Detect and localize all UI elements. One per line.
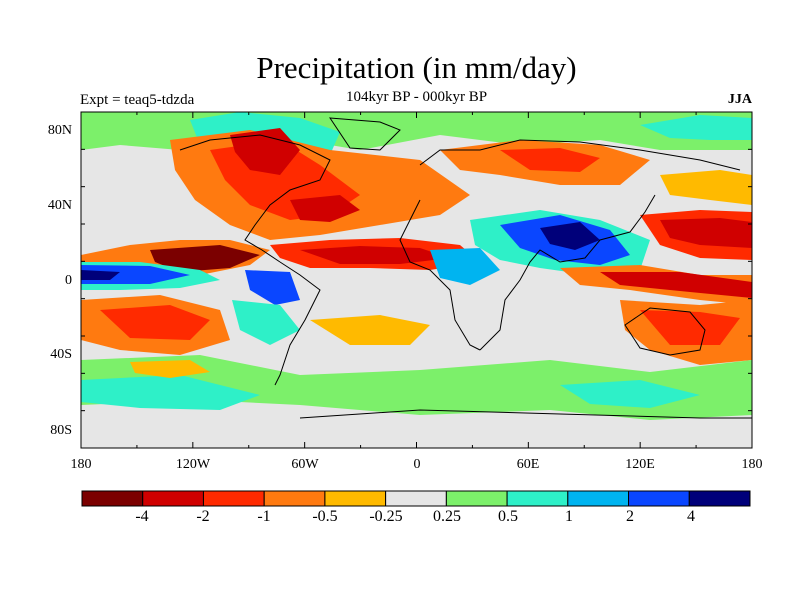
colorbar-swatch (81, 490, 144, 507)
colorbar-swatch (688, 490, 751, 507)
colorbar-swatch (567, 490, 630, 507)
lon-label-180w: 180 (70, 457, 92, 472)
map-subtitle: 104kyr BP - 000kyr BP (345, 89, 488, 105)
colorbar-label: -0.25 (369, 508, 403, 525)
experiment-label: Expt = teaq5-tdzda (80, 92, 195, 108)
colorbar-label: 0.5 (498, 508, 518, 525)
season-label: JJA (727, 92, 752, 107)
lon-label-120e: 120E (625, 457, 655, 472)
colorbar-swatch (142, 490, 204, 507)
colorbar-swatch (202, 490, 265, 507)
colorbar-swatch (628, 490, 690, 507)
colorbar-label: -0.5 (312, 508, 338, 525)
colorbar (81, 490, 751, 507)
colorbar-label: 2 (626, 508, 634, 525)
lon-label-0: 0 (413, 457, 421, 472)
lat-label-40n: 40N (47, 198, 72, 213)
lon-label-180e: 180 (741, 457, 763, 472)
precipitation-field (81, 112, 752, 448)
colorbar-label: -2 (196, 508, 210, 525)
colorbar-swatch (506, 490, 569, 507)
map-title: Precipitation (in mm/day) (256, 50, 577, 85)
lat-label-40s: 40S (50, 347, 72, 362)
lat-label-0: 0 (65, 273, 72, 288)
colorbar-label: -4 (135, 508, 149, 525)
lat-label-80n: 80N (47, 123, 72, 138)
colorbar-swatch (385, 490, 447, 507)
colorbar-swatch (324, 490, 387, 507)
colorbar-swatch (445, 490, 508, 507)
lon-label-120w: 120W (175, 457, 211, 472)
colorbar-swatch (263, 490, 326, 507)
colorbar-label: 1 (565, 508, 573, 525)
colorbar-label: 4 (687, 508, 695, 525)
lon-label-60e: 60E (516, 457, 540, 472)
lat-label-80s: 80S (50, 423, 72, 438)
lon-label-60w: 60W (291, 457, 319, 472)
colorbar-label: 0.25 (433, 508, 461, 525)
colorbar-label: -1 (257, 508, 271, 525)
